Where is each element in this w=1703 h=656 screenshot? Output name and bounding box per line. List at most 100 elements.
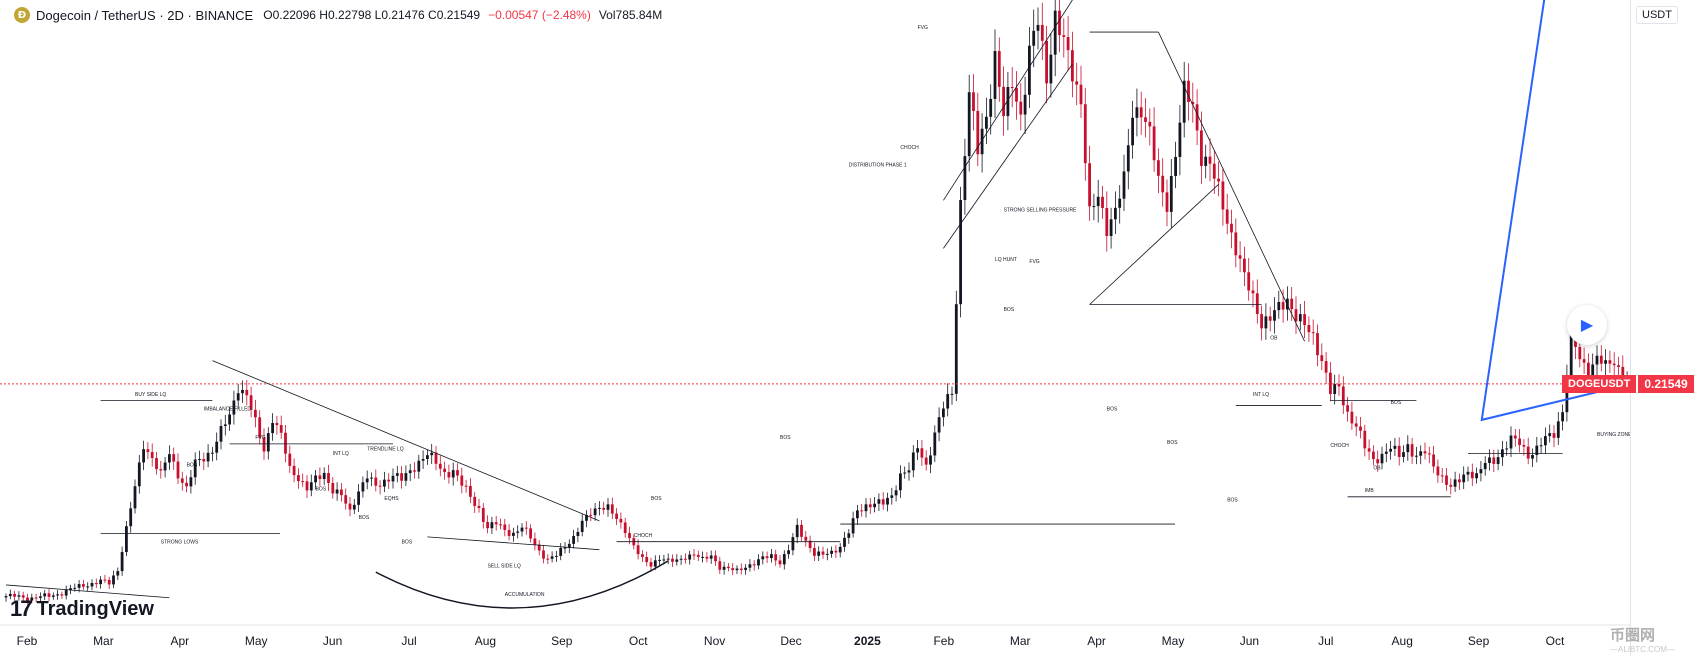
candle-body bbox=[1333, 384, 1337, 394]
candle-body bbox=[1389, 448, 1392, 452]
candle-body bbox=[864, 504, 868, 512]
line-strong-selling bbox=[1158, 31, 1305, 342]
candle-body bbox=[580, 520, 584, 532]
candle-body bbox=[851, 518, 855, 534]
candle-body bbox=[443, 468, 446, 473]
candle-body bbox=[946, 394, 950, 409]
symbol-title[interactable]: Dogecoin / TetherUS · 2D · BINANCE bbox=[36, 7, 254, 23]
candle-body bbox=[314, 475, 317, 483]
x-tick-label: Sep bbox=[1468, 634, 1490, 648]
candle-body bbox=[438, 463, 442, 469]
candle-body bbox=[1298, 314, 1302, 322]
candle-body bbox=[271, 423, 274, 434]
x-tick-label: Dec bbox=[780, 634, 801, 648]
candle-body bbox=[305, 481, 309, 491]
candle-body bbox=[322, 472, 326, 480]
candle-body bbox=[1483, 463, 1487, 470]
last-price-tag: DOGEUSDT 0.21549 bbox=[1562, 375, 1694, 393]
candle-body bbox=[567, 543, 571, 548]
candle-body bbox=[1402, 452, 1405, 457]
currency-label[interactable]: USDT bbox=[1636, 6, 1678, 24]
play-icon: ▶ bbox=[1580, 317, 1594, 334]
candle-body bbox=[830, 550, 833, 554]
candle-body bbox=[34, 597, 38, 599]
candle-body bbox=[576, 531, 580, 536]
line-distribution-upper bbox=[943, 0, 1073, 201]
candle-body bbox=[774, 554, 778, 561]
candle-body bbox=[1320, 355, 1324, 362]
candle-body bbox=[1604, 360, 1607, 364]
x-tick-label: Nov bbox=[704, 634, 725, 648]
candle-body bbox=[107, 579, 111, 585]
candle-body bbox=[486, 521, 489, 529]
candle-body bbox=[146, 449, 150, 453]
candle-body bbox=[1496, 457, 1500, 464]
candle-body bbox=[120, 552, 124, 572]
candle-body bbox=[778, 560, 782, 565]
candle-body bbox=[1518, 438, 1521, 446]
candle-body bbox=[1492, 457, 1496, 464]
candle-body bbox=[709, 555, 713, 559]
candle-body bbox=[993, 51, 997, 99]
candle-body bbox=[172, 454, 176, 462]
candle-body bbox=[1561, 412, 1564, 422]
symbol-header[interactable]: Ð Dogecoin / TetherUS · 2D · BINANCE O0.… bbox=[0, 4, 662, 26]
candle-body bbox=[254, 409, 257, 418]
line-distribution-lower bbox=[943, 63, 1073, 249]
candle-body bbox=[1238, 255, 1242, 259]
last-price-symbol: DOGEUSDT bbox=[1562, 375, 1637, 393]
candle-body bbox=[929, 455, 932, 465]
candle-body bbox=[1096, 196, 1100, 207]
candle-body bbox=[817, 551, 821, 556]
candle-body bbox=[327, 472, 330, 483]
candle-body bbox=[1475, 473, 1478, 479]
candle-body bbox=[1488, 457, 1491, 464]
candle-body bbox=[155, 458, 158, 470]
candle-body bbox=[1083, 104, 1087, 164]
candle-body bbox=[606, 504, 610, 510]
candle-body bbox=[1169, 175, 1173, 212]
candle-body bbox=[714, 555, 717, 562]
price-change: −0.00547 (−2.48%) bbox=[488, 8, 591, 22]
candle-body bbox=[804, 536, 808, 541]
candle-body bbox=[903, 472, 907, 474]
candle-body bbox=[1032, 30, 1036, 46]
x-tick-label: Jul bbox=[401, 634, 416, 648]
candle-body bbox=[963, 156, 967, 201]
candle-body bbox=[765, 556, 769, 559]
x-tick-label: Sep bbox=[551, 634, 573, 648]
candle-body bbox=[1415, 455, 1418, 457]
x-tick-label: Mar bbox=[93, 634, 114, 648]
candle-body bbox=[1152, 126, 1156, 161]
candle-body bbox=[787, 550, 790, 555]
replay-play-button[interactable]: ▶ bbox=[1567, 305, 1607, 345]
candle-body bbox=[387, 479, 391, 482]
x-tick-label: Mar bbox=[1010, 634, 1031, 648]
candle-body bbox=[761, 556, 765, 560]
candle-body bbox=[752, 564, 756, 566]
candle-body bbox=[727, 566, 730, 569]
x-tick-label: Apr bbox=[170, 634, 189, 648]
candle-body bbox=[1191, 101, 1195, 105]
price-axis[interactable] bbox=[1630, 0, 1703, 656]
candle-body bbox=[292, 465, 296, 476]
candle-body bbox=[1621, 366, 1625, 381]
annotation-label: CHOCH bbox=[1330, 443, 1349, 449]
candle-body bbox=[1058, 10, 1061, 36]
candle-body bbox=[1075, 81, 1079, 85]
annotation-label: BOS bbox=[1004, 307, 1015, 313]
candle-body bbox=[1178, 122, 1182, 157]
candle-body bbox=[1406, 444, 1410, 453]
candle-body bbox=[899, 473, 902, 491]
candle-body bbox=[17, 595, 21, 597]
candle-body bbox=[266, 433, 270, 452]
x-tick-label: Oct bbox=[1546, 634, 1565, 648]
line-trendline-lq bbox=[212, 360, 600, 522]
x-tick-label: May bbox=[245, 634, 268, 648]
candle-body bbox=[477, 505, 481, 509]
candle-body bbox=[73, 587, 77, 589]
tradingview-logo[interactable]: 17 TradingView bbox=[10, 596, 154, 622]
candle-body bbox=[481, 508, 485, 522]
candle-body bbox=[1522, 445, 1526, 447]
